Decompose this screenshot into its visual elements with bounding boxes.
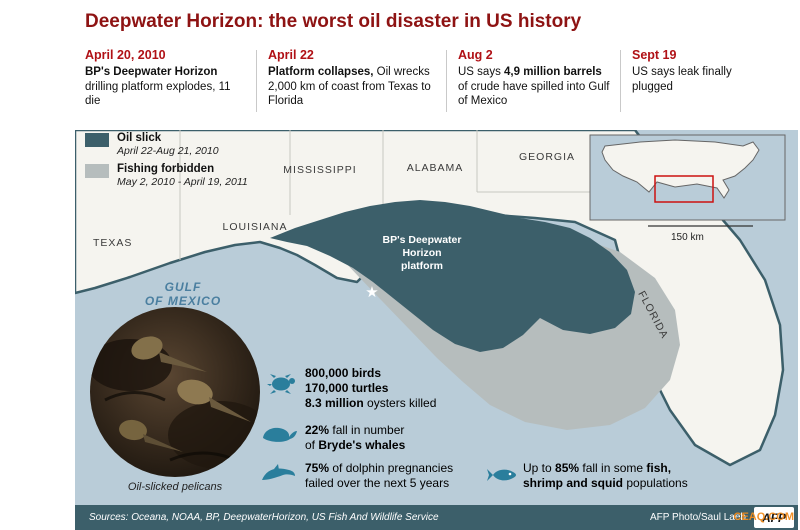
timeline-item-3: Aug 2 US says 4,9 million barrels of cru… [458,48,610,109]
legend-fishing-swatch [85,164,109,179]
fish-rest: populations [623,476,688,490]
timeline-item-1: April 20, 2010 BP's Deepwater Horizon dr… [85,48,245,109]
timeline-text-post: of crude have spilled into Gulf of Mexic… [458,80,610,108]
turtle-icon [266,372,298,401]
timeline-date: April 22 [268,48,314,62]
casualties-stat: 800,000 birds 170,000 turtles 8.3 millio… [305,366,505,411]
dolphins-bold: 75% [305,461,330,475]
timeline-text-pre: US says leak finally plugged [632,66,732,93]
pelican-photo [90,307,260,477]
label-gulf-line1: GULF [165,280,202,294]
watermark: CEAQ.COM [733,511,795,523]
stat-turtles: 170,000 turtles [305,381,389,395]
dolphin-icon [261,464,297,487]
fish-bold3: shrimp and squid [523,476,624,490]
legend-oil-swatch [85,133,109,147]
stat-birds: 800,000 birds [305,366,382,380]
dolphins-line1: 75% of dolphin pregnancies [305,461,495,476]
dolphins-rest: of dolphin pregnancies [329,461,454,475]
platform-label-line3: platform [401,260,443,272]
stat-oysters: 8.3 million oysters killed [305,396,505,411]
whale-icon [261,425,299,450]
dolphins-line2: failed over the next 5 years [305,476,450,490]
platform-label-line2: Horizon [402,247,441,259]
timeline-text-bold: 4,9 million barrels [504,66,602,78]
sources-text: Sources: Oceana, NOAA, BP, DeepwaterHori… [89,512,439,523]
fish-line1: Up to 85% fall in some fish, [523,461,733,476]
afp-logo: AFP [754,507,794,528]
gulf-map-svg: TEXAS LOUISIANA MISSISSIPPI ALABAMA GEOR… [73,128,798,505]
whales-bold: 22% [305,423,330,437]
label-texas: TEXAS [93,237,132,249]
whales-bold2: Bryde's whales [318,438,406,452]
fish-bold: 85% [555,461,580,475]
whales-line2: of Bryde's whales [305,438,475,453]
fish-pre: Up to [523,461,556,475]
credit-text: AFP Photo/Saul Laeb [650,512,746,523]
label-alabama: ALABAMA [407,162,464,174]
scale-label: 150 km [671,232,704,243]
label-mississippi: MISSISSIPPI [283,164,356,176]
legend-fishing-label: Fishing forbidden [117,163,215,176]
oil-slick-zone [270,200,635,352]
platform-label-line1: BP's Deepwater [383,234,462,246]
timeline-text: Platform collapses, Oil wrecks 2,000 km … [268,65,446,109]
timeline-divider [256,50,257,112]
inset-highlight-rect [654,175,714,203]
timeline-text: US says 4,9 million barrels of crude hav… [458,65,610,109]
timeline-text-post: drilling platform explodes, 11 die [85,80,231,108]
legend: Oil slick April 22-Aug 21, 2010 Fishing … [85,132,248,188]
timeline-text-bold: BP's Deepwater Horizon [85,66,218,78]
stat-oysters-rest: oysters killed [363,396,437,410]
timeline-divider [620,50,621,112]
fish-line2: shrimp and squid populations [523,476,733,491]
fish-icon [486,466,518,489]
stat-oysters-bold: 8.3 million [305,396,364,410]
fish-mid: fall in some [579,461,647,475]
legend-fishing-dates: May 2, 2010 - April 19, 2011 [117,175,248,188]
whales-line1: 22% fall in number [305,423,475,438]
whales-stat: 22% fall in number of Bryde's whales [305,423,475,453]
scale-bar: 150 km [648,225,753,243]
timeline-divider [446,50,447,112]
photo-caption: Oil-slicked pelicans [127,481,223,493]
timeline-text: US says leak finally plugged [632,65,747,94]
label-louisiana: LOUISIANA [222,221,287,233]
timeline-item-2: April 22 Platform collapses, Oil wrecks … [268,48,446,109]
platform-star-icon: ★ [365,284,378,301]
timeline-text-bold: Platform collapses, [268,66,374,78]
legend-oil-dates: April 22-Aug 21, 2010 [117,144,219,157]
timeline-item-4: Sept 19 US says leak finally plugged [632,48,747,94]
inset-us-map [589,134,786,221]
fish-bold2: fish, [646,461,672,475]
footer-bar: Sources: Oceana, NOAA, BP, DeepwaterHori… [75,505,798,530]
label-georgia: GEORGIA [519,151,575,163]
timeline-date: April 20, 2010 [85,48,166,62]
label-gulf-line2: OF MEXICO [145,294,221,308]
inset-us-outline [601,139,760,199]
timeline-text-pre: US says [458,66,505,78]
page-title: Deepwater Horizon: the worst oil disaste… [85,11,582,32]
whales-pre: of [305,438,319,452]
dolphins-stat: 75% of dolphin pregnancies failed over t… [305,461,495,491]
whales-rest: fall in number [329,423,405,437]
fish-stat: Up to 85% fall in some fish, shrimp and … [523,461,733,491]
timeline-date: Aug 2 [458,48,493,62]
gulf-map: TEXAS LOUISIANA MISSISSIPPI ALABAMA GEOR… [73,128,798,505]
timeline-date: Sept 19 [632,48,677,62]
legend-oil-label: Oil slick [117,132,162,144]
timeline-text-post: Oil wrecks 2,000 km of coast from Texas … [268,66,431,108]
timeline-text: BP's Deepwater Horizon drilling platform… [85,65,245,109]
